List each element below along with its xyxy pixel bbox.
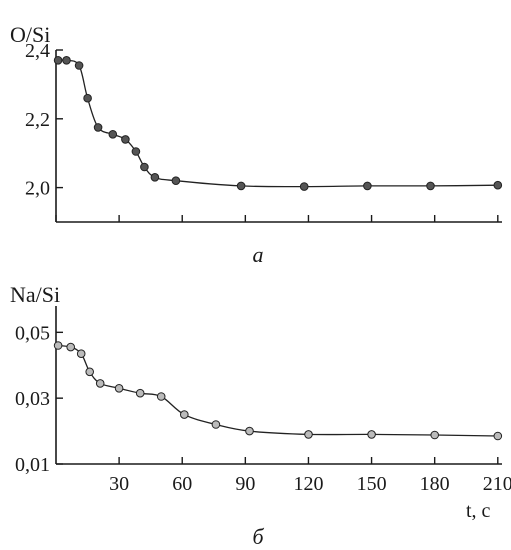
panel-b-x-tick-label: 210	[483, 473, 511, 495]
panel-a-data-point	[236, 181, 246, 191]
panel-b-y-tick-label: 0,03	[15, 388, 50, 410]
panel-b-data-point	[180, 410, 189, 419]
panel-a-data-point	[171, 176, 181, 185]
panel-a-data-point	[93, 123, 103, 132]
panel-a-y-axis-label: O/Si	[10, 22, 50, 47]
panel-a-data-point	[108, 130, 118, 139]
panel-b-data-point	[156, 392, 166, 401]
panel-b-y-axis-label: Na/Si	[10, 282, 60, 307]
panel-a-chart: O/Si а 2,0 2,2 2,4	[10, 22, 503, 267]
panel-b-data-point	[76, 349, 86, 359]
panel-b-data-point	[367, 430, 376, 439]
panel-a-data-point	[363, 181, 372, 191]
panel-b-data-point	[95, 379, 105, 388]
panel-b-x-tick-label: 60	[172, 473, 192, 495]
panel-b-data-point	[304, 430, 313, 439]
panel-b-data-point	[211, 420, 221, 429]
panel-b-data-point	[114, 384, 124, 393]
panel-b-data-point	[245, 426, 254, 436]
panel-a-data-point	[150, 173, 160, 182]
panel-a-y-tick-label: 2,4	[25, 40, 50, 62]
panel-a-data-point	[83, 93, 92, 103]
panel-b-series-line	[58, 344, 498, 437]
panel-b-x-tick-label: 180	[420, 473, 450, 495]
panel-a-data-point	[74, 61, 84, 70]
panel-a-series-line	[58, 59, 498, 188]
panel-a-y-tick-label: 2,0	[25, 178, 50, 200]
panel-b-data-point	[135, 388, 145, 398]
panel-b-data-point	[430, 430, 440, 440]
panel-b-y-tick-label: 0,05	[15, 322, 50, 344]
panel-b-chart: Na/Si t, c б 0,01 0,03 0,05 30 60 90 120 150 180…	[10, 282, 511, 549]
panel-a-data-point	[493, 180, 503, 190]
panel-b-data-point	[85, 367, 94, 377]
panel-b-data-point	[493, 431, 503, 441]
panel-b-data-point	[53, 341, 63, 350]
panel-a-data-point	[62, 56, 71, 65]
panel-b-x-tick-label: 120	[293, 473, 323, 495]
panel-b-x-tick-label: 90	[235, 473, 255, 495]
panel-a-data-point	[131, 147, 141, 156]
panel-a-data-point	[426, 181, 435, 191]
panel-a-data-point	[121, 135, 130, 144]
panel-a-data-point	[299, 182, 309, 191]
panel-a-y-tick-label: 2,2	[25, 109, 50, 131]
panel-a-label: а	[253, 242, 264, 267]
panel-b-label: б	[252, 524, 264, 549]
panel-b-x-tick-label: 30	[109, 473, 129, 495]
panel-b-x-tick-label: 150	[357, 473, 387, 495]
panel-a-data-point	[53, 56, 63, 65]
panel-b-data-point	[66, 342, 75, 352]
panel-a-data-point	[140, 162, 149, 172]
panel-b-x-axis-label: t, c	[466, 500, 491, 522]
panel-b-y-tick-label: 0,01	[15, 454, 50, 476]
